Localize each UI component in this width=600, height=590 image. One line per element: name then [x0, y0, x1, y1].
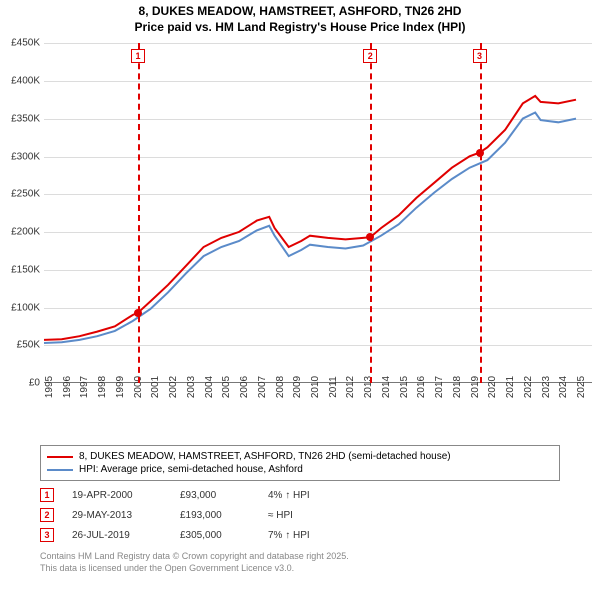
- marker-box-1: 1: [131, 49, 145, 63]
- y-tick-label: £300K: [0, 151, 40, 162]
- legend-item-hpi: HPI: Average price, semi-detached house,…: [47, 463, 553, 476]
- event-marker-1: 1: [40, 488, 54, 502]
- event-price-2: £193,000: [180, 510, 250, 521]
- event-row-2: 2 29-MAY-2013 £193,000 ≈ HPI: [40, 505, 560, 525]
- event-price-3: £305,000: [180, 530, 250, 541]
- x-tick-label: 2002: [168, 376, 179, 398]
- x-tick-label: 1997: [79, 376, 90, 398]
- x-tick-label: 1996: [62, 376, 73, 398]
- x-tick-label: 2022: [523, 376, 534, 398]
- x-tick-label: 2001: [150, 376, 161, 398]
- event-diff-1: 4% ↑ HPI: [268, 490, 348, 501]
- x-tick-label: 2018: [452, 376, 463, 398]
- x-tick-label: 2009: [292, 376, 303, 398]
- event-table: 1 19-APR-2000 £93,000 4% ↑ HPI 2 29-MAY-…: [40, 485, 560, 545]
- y-tick-label: £100K: [0, 302, 40, 313]
- legend-swatch-hpi: [47, 469, 73, 471]
- x-tick-label: 2012: [345, 376, 356, 398]
- event-marker-2: 2: [40, 508, 54, 522]
- x-tick-label: 2007: [257, 376, 268, 398]
- y-tick-label: £200K: [0, 227, 40, 238]
- legend-swatch-subject: [47, 456, 73, 458]
- event-diff-3: 7% ↑ HPI: [268, 530, 348, 541]
- x-tick-label: 2014: [381, 376, 392, 398]
- x-tick-label: 2020: [487, 376, 498, 398]
- marker-box-3: 3: [473, 49, 487, 63]
- y-tick-label: £150K: [0, 264, 40, 275]
- x-tick-label: 2017: [434, 376, 445, 398]
- marker-dot-2: [366, 233, 374, 241]
- x-tick-label: 2015: [399, 376, 410, 398]
- x-tick-label: 2005: [221, 376, 232, 398]
- line-series-svg: [44, 43, 592, 383]
- x-tick-label: 2003: [186, 376, 197, 398]
- marker-vline-1: [138, 43, 140, 383]
- title-line-1: 8, DUKES MEADOW, HAMSTREET, ASHFORD, TN2…: [0, 4, 600, 20]
- event-diff-2: ≈ HPI: [268, 510, 348, 521]
- footer-line-2: This data is licensed under the Open Gov…: [40, 563, 560, 575]
- legend-label-subject: 8, DUKES MEADOW, HAMSTREET, ASHFORD, TN2…: [79, 451, 451, 462]
- legend-item-subject: 8, DUKES MEADOW, HAMSTREET, ASHFORD, TN2…: [47, 450, 553, 463]
- y-tick-label: £450K: [0, 38, 40, 49]
- x-tick-label: 2025: [576, 376, 587, 398]
- y-tick-label: £0: [0, 378, 40, 389]
- y-tick-label: £400K: [0, 75, 40, 86]
- series-subject: [44, 96, 576, 340]
- x-tick-label: 1999: [115, 376, 126, 398]
- y-tick-label: £50K: [0, 340, 40, 351]
- y-tick-label: £350K: [0, 113, 40, 124]
- event-row-3: 3 26-JUL-2019 £305,000 7% ↑ HPI: [40, 525, 560, 545]
- footer: Contains HM Land Registry data © Crown c…: [40, 551, 560, 574]
- x-tick-label: 2010: [310, 376, 321, 398]
- event-date-2: 29-MAY-2013: [72, 510, 162, 521]
- legend: 8, DUKES MEADOW, HAMSTREET, ASHFORD, TN2…: [40, 445, 560, 481]
- event-date-1: 19-APR-2000: [72, 490, 162, 501]
- marker-vline-3: [480, 43, 482, 383]
- marker-dot-3: [476, 149, 484, 157]
- x-tick-label: 2004: [204, 376, 215, 398]
- legend-label-hpi: HPI: Average price, semi-detached house,…: [79, 464, 303, 475]
- title-block: 8, DUKES MEADOW, HAMSTREET, ASHFORD, TN2…: [0, 0, 600, 35]
- title-line-2: Price paid vs. HM Land Registry's House …: [0, 20, 600, 36]
- event-row-1: 1 19-APR-2000 £93,000 4% ↑ HPI: [40, 485, 560, 505]
- x-tick-label: 2008: [275, 376, 286, 398]
- chart-container: 8, DUKES MEADOW, HAMSTREET, ASHFORD, TN2…: [0, 0, 600, 590]
- event-marker-3: 3: [40, 528, 54, 542]
- footer-line-1: Contains HM Land Registry data © Crown c…: [40, 551, 560, 563]
- x-tick-label: 1998: [97, 376, 108, 398]
- x-tick-label: 2011: [328, 376, 339, 398]
- chart-wrap: £0 £50K £100K £150K £200K £250K £300K £350K £400…: [0, 35, 600, 445]
- x-tick-label: 2006: [239, 376, 250, 398]
- x-tick-label: 2013: [363, 376, 374, 398]
- series-hpi: [44, 113, 576, 344]
- marker-box-2: 2: [363, 49, 377, 63]
- x-tick-label: 2023: [541, 376, 552, 398]
- x-tick-label: 2024: [558, 376, 569, 398]
- marker-dot-1: [134, 309, 142, 317]
- x-tick-label: 1995: [44, 376, 55, 398]
- x-tick-label: 2021: [505, 376, 516, 398]
- x-tick-label: 2016: [416, 376, 427, 398]
- marker-vline-2: [370, 43, 372, 383]
- y-tick-label: £250K: [0, 189, 40, 200]
- event-price-1: £93,000: [180, 490, 250, 501]
- event-date-3: 26-JUL-2019: [72, 530, 162, 541]
